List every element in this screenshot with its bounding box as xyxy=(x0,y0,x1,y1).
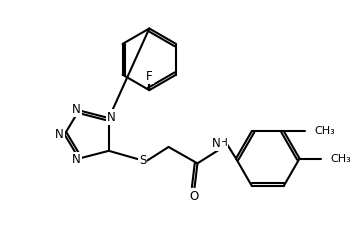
Text: N: N xyxy=(107,111,116,124)
Text: S: S xyxy=(139,154,146,167)
Text: CH₃: CH₃ xyxy=(331,154,351,163)
Text: N: N xyxy=(72,103,81,116)
Text: N: N xyxy=(72,153,81,166)
Text: CH₃: CH₃ xyxy=(314,126,335,136)
Text: N: N xyxy=(212,137,221,150)
Text: N: N xyxy=(55,128,64,141)
Text: F: F xyxy=(146,70,153,83)
Text: O: O xyxy=(189,190,198,203)
Text: H: H xyxy=(220,138,227,148)
